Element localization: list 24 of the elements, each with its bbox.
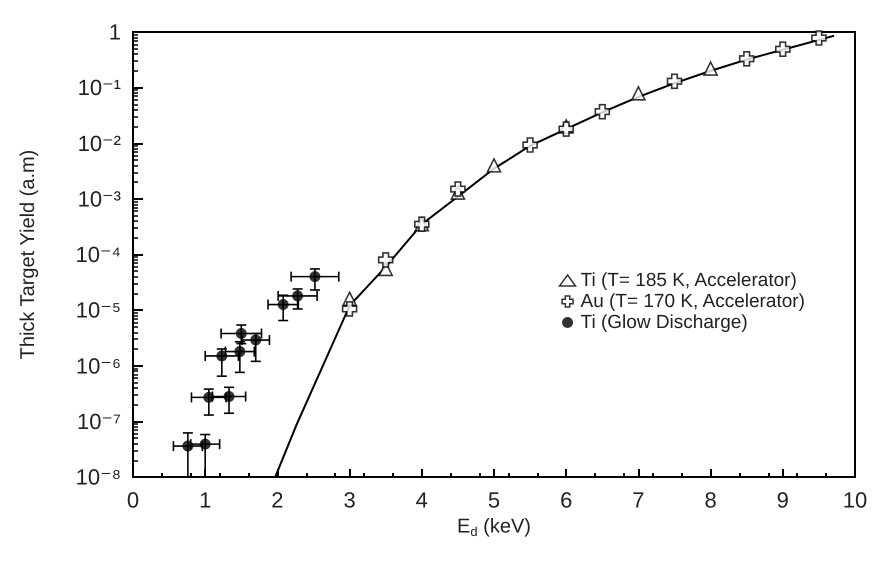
x-tick-label: 9 bbox=[776, 488, 789, 512]
x-tick-label: 10 bbox=[842, 488, 868, 512]
x-tick-label: 7 bbox=[632, 488, 645, 512]
y-tick-label: 10⁻⁸ bbox=[76, 464, 121, 490]
x-tick-label: 0 bbox=[126, 488, 140, 512]
y-tick-label: 10⁻¹ bbox=[78, 75, 121, 100]
x-tick-label: 8 bbox=[704, 488, 717, 512]
y-tick-label: 10⁻⁵ bbox=[76, 298, 121, 323]
legend-label: Ti (Glow Discharge) bbox=[580, 312, 748, 333]
y-tick-label: 1 bbox=[108, 20, 121, 44]
y-tick-label: 10⁻⁷ bbox=[76, 408, 122, 434]
x-tick-label: 6 bbox=[560, 488, 572, 512]
x-tick-label: 2 bbox=[271, 488, 284, 512]
x-tick-label: 3 bbox=[343, 488, 356, 512]
legend-label: Au (T= 170 K, Accelerator) bbox=[580, 291, 805, 312]
y-tick-label: 10⁻⁴ bbox=[75, 242, 121, 267]
y-tick-label: 10⁻³ bbox=[78, 186, 121, 212]
x-tick-label: 1 bbox=[199, 488, 212, 512]
y-tick-label: 10⁻⁶ bbox=[76, 353, 121, 378]
x-tick-label: 5 bbox=[488, 488, 500, 512]
x-tick-label: 4 bbox=[416, 488, 428, 512]
y-axis-title: Thick Target Yield (a.m) bbox=[17, 150, 39, 360]
y-tick-label: 10⁻² bbox=[78, 130, 121, 156]
legend-label: Ti (T= 185 K, Accelerator) bbox=[580, 270, 797, 291]
